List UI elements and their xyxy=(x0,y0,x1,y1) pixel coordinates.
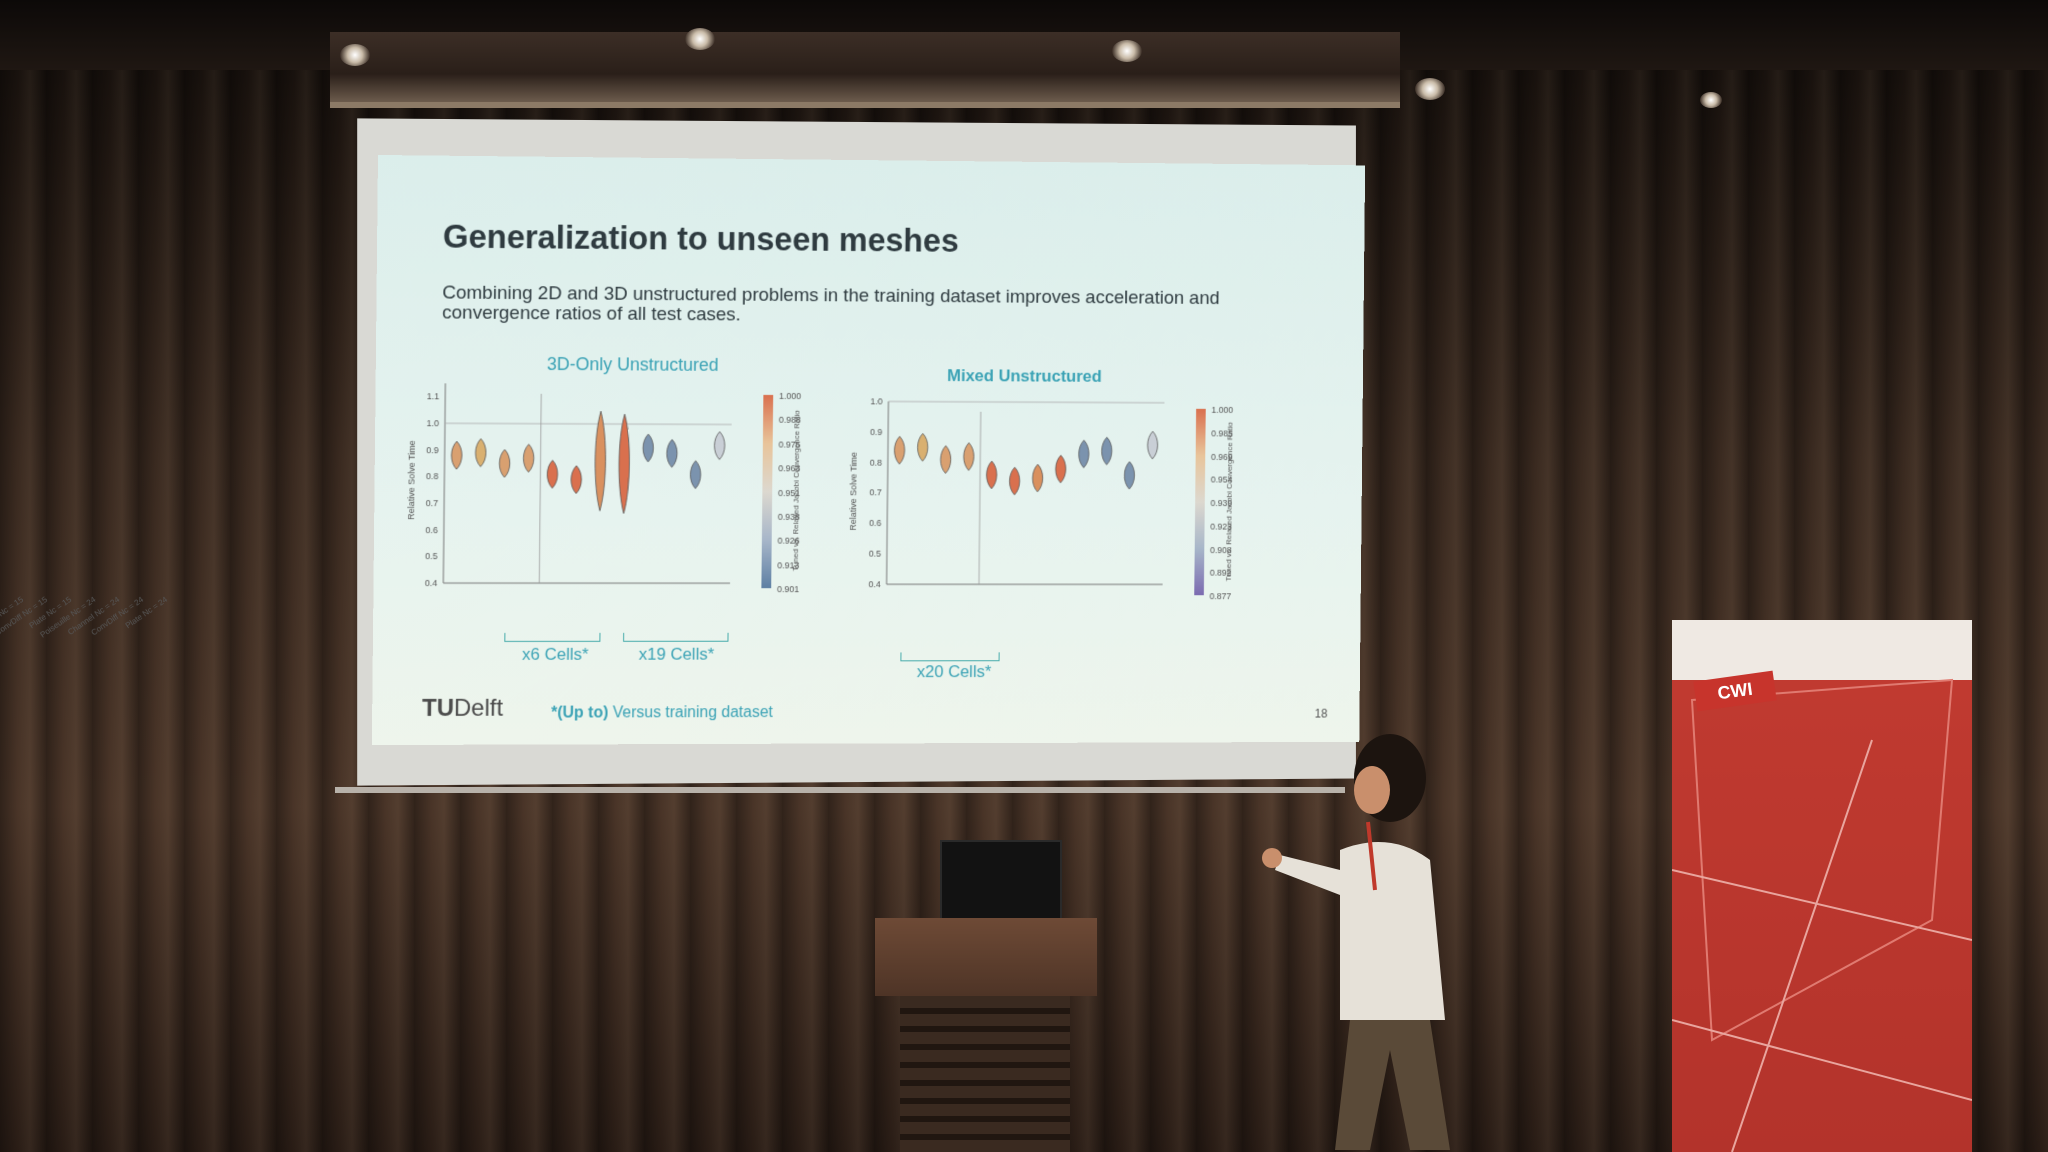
reference-line xyxy=(888,401,1164,402)
chart-title-left: 3D-Only Unstructured xyxy=(547,354,719,376)
y-axis-label-right: Relative Solve Time xyxy=(848,452,859,531)
ceiling-light xyxy=(1700,92,1722,108)
violin-mark xyxy=(714,432,725,460)
tu-delft-logo: TUDelft xyxy=(422,695,503,723)
y-tick-label: 0.6 xyxy=(425,525,438,535)
violin-mark xyxy=(894,436,905,464)
bracket-label-x19: x19 Cells* xyxy=(639,645,715,665)
violin-mark xyxy=(571,466,582,494)
colorbar-right xyxy=(1194,409,1206,595)
violin-mark xyxy=(475,439,486,467)
ceiling-light xyxy=(685,28,715,50)
bracket-label-x20: x20 Cells* xyxy=(917,662,992,682)
axis-lines xyxy=(443,383,732,583)
violin-mark xyxy=(1079,440,1089,468)
colorbar-left xyxy=(761,395,773,588)
bracket-x6 xyxy=(504,633,600,642)
ceiling-light xyxy=(1415,78,1445,100)
violin-mark xyxy=(690,461,701,489)
y-tick-label: 1.0 xyxy=(870,396,882,406)
violin-mark xyxy=(964,443,974,471)
violin-mark xyxy=(1102,437,1112,465)
bracket-label-x6: x6 Cells* xyxy=(522,645,589,665)
violin-chart-right: 1.00.90.80.70.60.50.4 xyxy=(887,401,1179,589)
bracket-x20 xyxy=(900,652,999,661)
y-tick-label: 0.9 xyxy=(426,445,439,455)
bracket-x19 xyxy=(623,633,728,642)
violin-mark xyxy=(940,446,950,474)
y-tick-label: 0.5 xyxy=(425,551,438,561)
violin-mark xyxy=(619,414,630,513)
violin-mark xyxy=(643,434,654,462)
colorbar-label-left: Tuned vs. Relaxed Jacobi Convergence Rat… xyxy=(791,410,801,571)
y-tick-label: 1.0 xyxy=(426,418,439,428)
y-tick-label: 0.4 xyxy=(868,579,880,589)
screen-bar xyxy=(335,787,1345,793)
violin-mark xyxy=(1147,431,1157,459)
violin-mark xyxy=(1055,455,1065,483)
y-axis-label-left: Relative Solve Time xyxy=(406,440,417,520)
lighting-truss xyxy=(330,32,1400,108)
group-divider xyxy=(539,394,541,583)
footnote-bold: *(Up to) xyxy=(551,704,608,721)
logo-delft: Delft xyxy=(454,695,503,722)
violin-mark xyxy=(1032,464,1042,492)
violin-mark xyxy=(523,444,534,472)
violin-mark xyxy=(1009,467,1019,495)
y-tick-label: 0.6 xyxy=(869,518,881,528)
page-number: 18 xyxy=(1315,707,1328,721)
violin-mark xyxy=(667,439,678,467)
colorbar-tick: 1.000 xyxy=(1211,405,1233,415)
laptop xyxy=(940,840,1062,924)
podium xyxy=(875,918,1097,996)
violin-mark xyxy=(499,449,510,477)
footnote: *(Up to) Versus training dataset xyxy=(551,704,773,722)
y-tick-label: 0.7 xyxy=(869,488,881,498)
slide-title: Generalization to unseen meshes xyxy=(443,218,959,260)
footnote-text: Versus training dataset xyxy=(608,704,773,721)
y-tick-label: 1.1 xyxy=(427,392,440,402)
presenter xyxy=(1240,730,1470,1150)
colorbar-tick: 0.901 xyxy=(777,584,799,594)
colorbar-tick: 1.000 xyxy=(779,391,801,401)
ceiling-light xyxy=(340,44,370,66)
violin-chart-left: 1.11.00.90.80.70.60.50.4 xyxy=(443,383,742,593)
y-tick-label: 0.8 xyxy=(426,471,439,481)
y-tick-label: 0.9 xyxy=(870,427,882,437)
ceiling-light xyxy=(1112,40,1142,62)
violin-mark xyxy=(917,433,928,461)
reference-line xyxy=(445,423,732,424)
y-tick-label: 0.5 xyxy=(869,549,881,559)
violin-mark xyxy=(547,460,558,488)
violin-mark xyxy=(595,411,606,511)
chart-title-right: Mixed Unstructured xyxy=(947,366,1102,387)
podium-base xyxy=(900,996,1070,1152)
y-tick-label: 0.7 xyxy=(426,498,439,508)
group-divider xyxy=(979,412,981,585)
colorbar-tick: 0.877 xyxy=(1210,591,1232,601)
violin-mark xyxy=(451,441,462,469)
axis-lines xyxy=(887,401,1165,584)
violin-mark xyxy=(986,461,996,489)
colorbar-label-right: Tuned vs. Relaxed Jacobi Convergence Rat… xyxy=(1224,422,1234,581)
y-tick-label: 0.4 xyxy=(425,578,438,588)
logo-tu: TU xyxy=(422,695,454,722)
violin-mark xyxy=(1124,462,1134,490)
slide: Generalization to unseen meshes Combinin… xyxy=(372,155,1365,745)
slide-subtitle: Combining 2D and 3D unstructured problem… xyxy=(442,283,1282,328)
y-tick-label: 0.8 xyxy=(870,457,882,467)
